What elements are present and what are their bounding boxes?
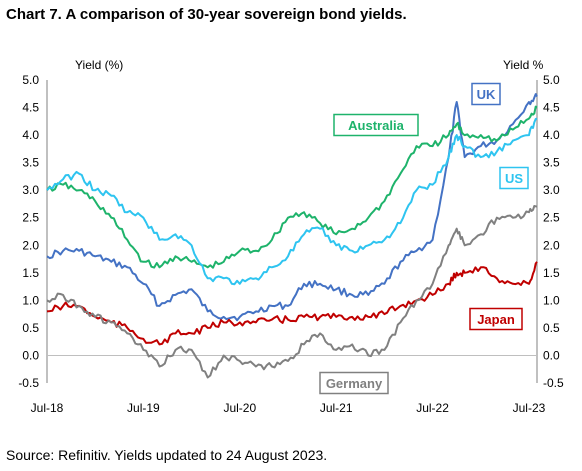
- y-tick-right: 1.0: [543, 293, 560, 307]
- x-tick-label: Jul-21: [320, 401, 353, 415]
- y-tick-right: 2.0: [543, 238, 560, 252]
- y-tick-left: 1.0: [22, 293, 39, 307]
- series-label-text: Germany: [326, 376, 383, 391]
- y-tick-left: 2.5: [22, 211, 39, 225]
- y-tick-right: 0.5: [543, 321, 560, 335]
- y-tick-right: -0.5: [543, 376, 564, 390]
- series-labels: UK Australia US Japan Germany: [319, 82, 529, 395]
- series-line-uk: [46, 93, 538, 322]
- y-tick-left: 0.5: [22, 321, 39, 335]
- series-label-germany: Germany: [319, 371, 389, 395]
- y-tick-left: -0.5: [18, 376, 39, 390]
- series-label-text: Australia: [348, 118, 404, 133]
- x-tick-label: Jul-19: [127, 401, 160, 415]
- series-label-box: [319, 371, 389, 395]
- series-label-uk: UK: [471, 82, 501, 106]
- series-line-australia: [46, 105, 538, 269]
- series-label-text: UK: [477, 87, 496, 102]
- series-label-box: [499, 166, 529, 190]
- y-tick-left: 3.5: [22, 156, 39, 170]
- series-label-text: US: [505, 171, 523, 186]
- x-tick-label: Jul-18: [31, 401, 64, 415]
- y-tick-left: 1.5: [22, 266, 39, 280]
- y-tick-right: 3.0: [543, 183, 560, 197]
- series-label-text: Japan: [477, 312, 515, 327]
- y-tick-left: 0.0: [22, 348, 39, 362]
- y-tick-right: 5.0: [543, 73, 560, 87]
- series-label-japan: Japan: [469, 307, 523, 331]
- y-axis-title-right: Yield %: [503, 58, 544, 72]
- series-label-box: [333, 113, 419, 137]
- axes: 5.0 5.0 4.5 4.5 4.0 4.0 3.5 3.5 3.0 3.0 2.5 2.5 2.0 2…: [18, 58, 564, 415]
- y-tick-right: 4.0: [543, 128, 560, 142]
- series-label-us: US: [499, 166, 529, 190]
- y-tick-left: 5.0: [22, 73, 39, 87]
- series-line-us: [46, 117, 538, 286]
- series-line-germany: [46, 205, 538, 379]
- x-tick-label: Jul-22: [416, 401, 449, 415]
- y-tick-right: 0.0: [543, 348, 560, 362]
- series-line-japan: [46, 261, 538, 346]
- y-tick-right: 1.5: [543, 266, 560, 280]
- series-lines: [46, 93, 538, 379]
- x-tick-label: Jul-20: [223, 401, 256, 415]
- y-axis-title-left: Yield (%): [75, 58, 123, 72]
- series-label-box: [469, 307, 523, 331]
- x-tick-label: Jul-23: [513, 401, 546, 415]
- chart-title: Chart 7. A comparison of 30-year soverei…: [6, 6, 407, 23]
- series-label-box: [471, 82, 501, 106]
- y-tick-left: 4.5: [22, 101, 39, 115]
- series-label-australia: Australia: [333, 113, 419, 137]
- chart-source: Source: Refinitiv. Yields updated to 24 …: [6, 447, 328, 463]
- y-tick-left: 2.0: [22, 238, 39, 252]
- y-tick-right: 3.5: [543, 156, 560, 170]
- y-tick-left: 4.0: [22, 128, 39, 142]
- y-tick-left: 3.0: [22, 183, 39, 197]
- y-tick-right: 4.5: [543, 101, 560, 115]
- y-tick-right: 2.5: [543, 211, 560, 225]
